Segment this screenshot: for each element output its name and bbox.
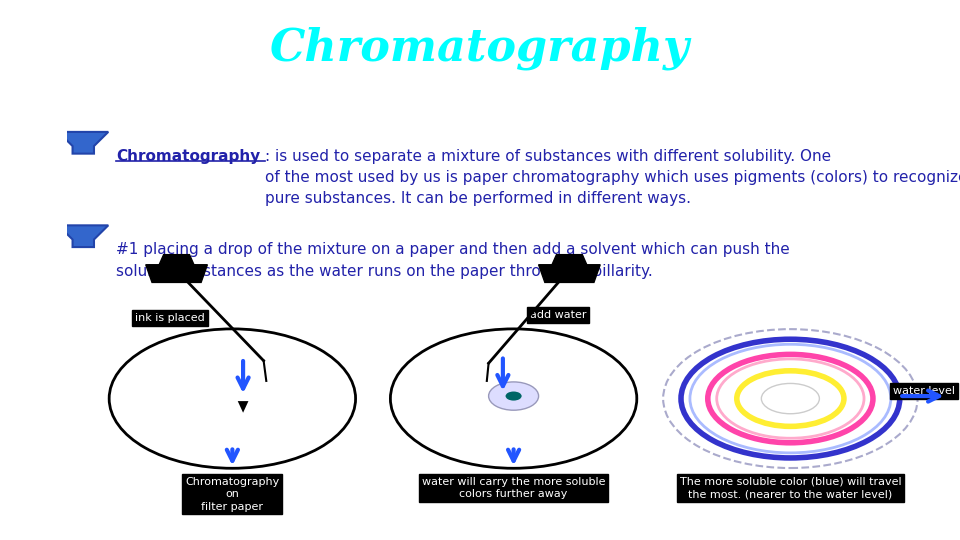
Circle shape [489, 382, 539, 410]
Text: : is used to separate a mixture of substances with different solubility. One
of : : is used to separate a mixture of subst… [265, 148, 960, 206]
Text: water level: water level [893, 386, 955, 396]
Ellipse shape [761, 383, 820, 414]
Text: water will carry the more soluble
colors further away: water will carry the more soluble colors… [421, 477, 606, 500]
Text: #1 placing a drop of the mixture on a paper and then add a solvent which can pus: #1 placing a drop of the mixture on a pa… [116, 242, 790, 279]
Text: Chromatography: Chromatography [270, 27, 690, 70]
Polygon shape [159, 255, 194, 265]
Polygon shape [59, 225, 108, 247]
Circle shape [506, 392, 521, 401]
Text: Chromatography: Chromatography [116, 148, 260, 164]
Polygon shape [539, 265, 600, 282]
Polygon shape [59, 132, 108, 153]
Polygon shape [238, 401, 249, 413]
Polygon shape [552, 255, 587, 265]
Text: The more soluble color (blue) will travel
the most. (nearer to the water level): The more soluble color (blue) will trave… [680, 477, 901, 500]
Text: add water: add water [530, 310, 587, 320]
Text: ink is placed: ink is placed [135, 313, 204, 323]
Text: Chromatography
on
filter paper: Chromatography on filter paper [185, 477, 279, 512]
Polygon shape [146, 265, 207, 282]
